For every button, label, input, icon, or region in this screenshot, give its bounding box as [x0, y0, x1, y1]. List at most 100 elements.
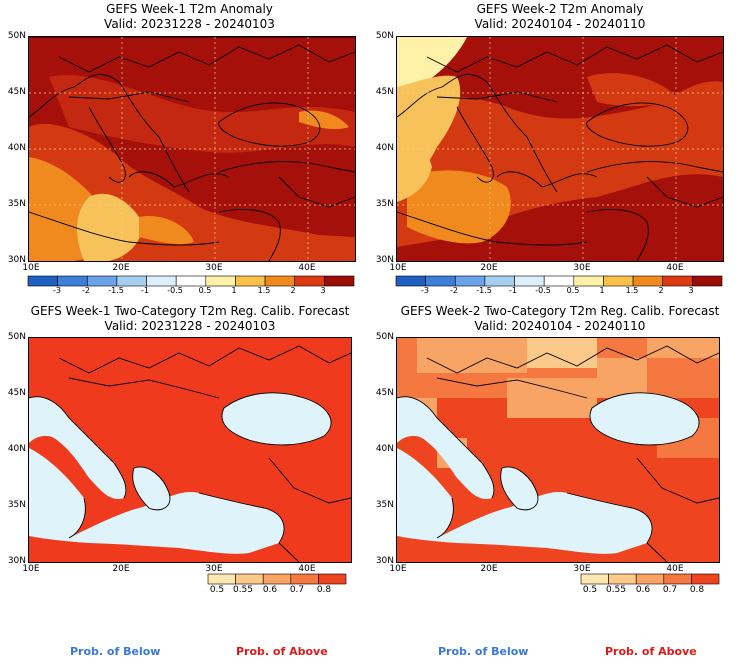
- colorbar-swatch: [543, 275, 575, 287]
- colorbar-swatch: [205, 275, 236, 287]
- panel-valid-dates: Valid: 20240104 - 20240110: [474, 319, 646, 333]
- colorbar-swatch: [235, 573, 264, 585]
- panel-title: GEFS Week-1 T2m Anomaly: [106, 2, 273, 16]
- panel-valid-dates: Valid: 20231228 - 20240103: [104, 17, 275, 31]
- colorbar-swatch: [57, 275, 88, 287]
- probability-map-week2: [396, 337, 720, 563]
- cbar-tick: -3: [421, 286, 429, 295]
- panel-title: GEFS Week-1 Two-Category T2m Reg. Calib.…: [30, 304, 350, 318]
- lon-label-20e: 20E: [112, 564, 130, 574]
- cbar-tick: -1: [141, 286, 149, 295]
- anomaly-colorbar-week1: [27, 275, 355, 287]
- lon-label-30e: 30E: [205, 564, 223, 574]
- cbar-tick: 0.7: [289, 585, 305, 595]
- lat-label-45n: 45N: [375, 388, 394, 398]
- colorbar-swatch: [454, 275, 486, 287]
- cbar-tick: 0.8: [689, 585, 705, 595]
- lat-label-40n: 40N: [7, 143, 26, 153]
- cbar-tick: -1.5: [108, 286, 124, 295]
- cbar-tick: 0.5: [198, 286, 212, 295]
- lat-label-40n: 40N: [375, 143, 394, 153]
- panel-title: GEFS Week-2 T2m Anomaly: [476, 2, 644, 16]
- cbar-tick: 0.8: [316, 585, 332, 595]
- lon-label-10e: 10E: [389, 564, 407, 574]
- lon-label-40e: 40E: [666, 564, 684, 574]
- cbar-tick: 0.55: [232, 585, 254, 595]
- colorbar-swatch: [603, 275, 634, 287]
- cbar-tick: 0.5: [209, 585, 225, 595]
- colorbar-swatch: [484, 275, 515, 287]
- lon-label-10e: 10E: [22, 263, 40, 273]
- lat-label-40n: 40N: [7, 444, 26, 454]
- probability-map-week1: [28, 337, 352, 563]
- lon-label-20e: 20E: [480, 564, 498, 574]
- colorbar-swatch: [580, 573, 609, 585]
- cbar-tick: 1: [599, 286, 605, 295]
- prob-below-label: Prob. of Below: [438, 645, 529, 658]
- lat-label-50n: 50N: [375, 31, 394, 41]
- colorbar-swatch: [395, 275, 426, 287]
- cbar-tick: 1: [231, 286, 237, 295]
- lat-label-35n: 35N: [7, 199, 26, 209]
- anomaly-map-week2: [396, 36, 724, 262]
- lat-label-30n: 30N: [375, 556, 394, 566]
- cbar-tick: 1.5: [625, 286, 639, 295]
- cbar-tick: 3: [688, 286, 694, 295]
- colorbar-swatch: [27, 275, 58, 287]
- colorbar-swatch: [691, 573, 720, 585]
- cbar-tick: 1.5: [257, 286, 271, 295]
- cbar-tick: 0.7: [662, 585, 678, 595]
- lon-label-30e: 30E: [573, 564, 591, 574]
- lon-label-10e: 10E: [389, 263, 407, 273]
- lat-label-30n: 30N: [7, 556, 26, 566]
- cbar-tick: -1: [509, 286, 517, 295]
- colorbar-swatch: [514, 275, 545, 287]
- colorbar-swatch: [294, 275, 325, 287]
- lat-label-50n: 50N: [375, 332, 394, 342]
- panel-valid-dates: Valid: 20231228 - 20240103: [104, 319, 276, 333]
- lat-label-45n: 45N: [7, 388, 26, 398]
- cbar-tick: -0.5: [535, 286, 551, 295]
- colorbar-swatch: [235, 275, 266, 287]
- cbar-tick: 2: [290, 286, 296, 295]
- anomaly-map-week1: [28, 36, 356, 262]
- cbar-tick: 0.55: [605, 585, 627, 595]
- colorbar-swatch: [663, 573, 692, 585]
- cbar-tick: 3: [320, 286, 326, 295]
- prob-above-label: Prob. of Above: [605, 645, 697, 658]
- anomaly-colorbar-week2: [395, 275, 723, 287]
- colorbar-swatch: [290, 573, 319, 585]
- cbar-tick: -2: [450, 286, 458, 295]
- probability-colorbar-week1: [207, 573, 347, 585]
- colorbar-swatch: [324, 275, 355, 287]
- lat-label-35n: 35N: [375, 199, 394, 209]
- cbar-tick: 0.5: [582, 585, 598, 595]
- lat-label-50n: 50N: [7, 332, 26, 342]
- colorbar-swatch: [425, 275, 456, 287]
- colorbar-swatch: [116, 275, 147, 287]
- panel-title: GEFS Week-2 Two-Category T2m Reg. Calib.…: [400, 304, 720, 318]
- colorbar-swatch: [86, 275, 118, 287]
- lat-label-50n: 50N: [7, 31, 26, 41]
- lat-label-30n: 30N: [375, 255, 394, 265]
- colorbar-swatch: [692, 275, 723, 287]
- panel-valid-dates: Valid: 20240104 - 20240110: [474, 17, 646, 31]
- colorbar-swatch: [662, 275, 693, 287]
- lon-label-10e: 10E: [22, 564, 40, 574]
- cbar-tick: -1.5: [476, 286, 492, 295]
- cbar-tick: 0.6: [262, 585, 278, 595]
- cbar-tick: -0.5: [167, 286, 183, 295]
- colorbar-swatch: [608, 573, 637, 585]
- colorbar-swatch: [175, 275, 207, 287]
- cbar-tick: 2: [658, 286, 664, 295]
- colorbar-swatch: [318, 573, 347, 585]
- colorbar-swatch: [635, 573, 665, 585]
- cbar-tick: -2: [82, 286, 90, 295]
- lat-label-45n: 45N: [7, 87, 26, 97]
- cbar-tick: 0.5: [566, 286, 580, 295]
- lon-label-40e: 40E: [666, 263, 684, 273]
- colorbar-swatch: [262, 573, 292, 585]
- prob-below-label: Prob. of Below: [70, 645, 161, 658]
- lon-label-30e: 30E: [205, 263, 223, 273]
- cbar-tick: -3: [53, 286, 61, 295]
